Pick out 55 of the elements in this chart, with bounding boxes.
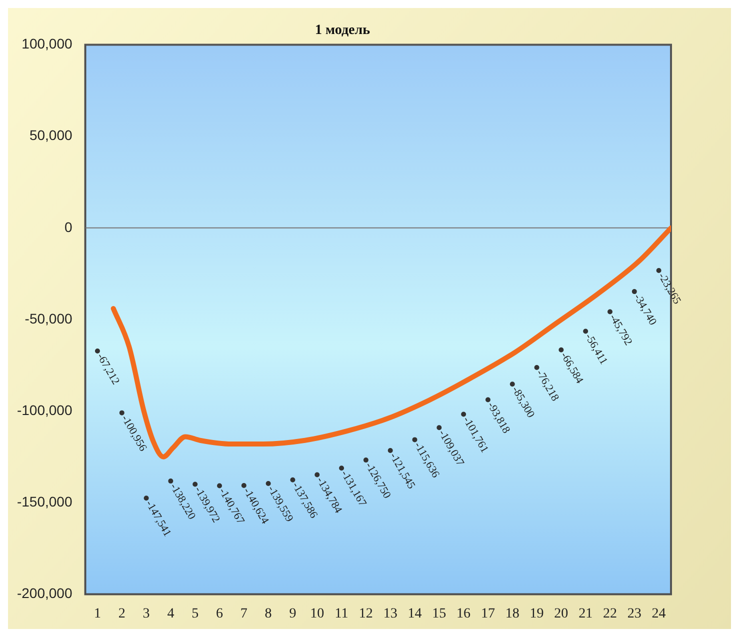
y-tick-label: 0 (64, 218, 72, 235)
x-tick-label: 8 (264, 606, 272, 622)
point (94, 348, 100, 354)
x-tick-label: 24 (652, 606, 666, 622)
x-tick-label: 7 (240, 606, 248, 622)
x-tick-label: 10 (310, 606, 324, 622)
x-tick-label: 17 (480, 606, 495, 622)
point (388, 448, 393, 454)
x-tick-label: 1 (94, 606, 101, 622)
y-tick-label: -100,000 (16, 402, 72, 418)
point (485, 397, 490, 402)
point (583, 328, 588, 334)
x-tick-label: 21 (578, 606, 593, 622)
point (266, 481, 271, 486)
x-tick-label: 16 (456, 606, 471, 622)
point (217, 483, 222, 488)
x-tick-label: 14 (408, 606, 422, 622)
x-tick-label: 18 (505, 606, 520, 622)
chart-title: 1 модель (314, 23, 371, 38)
point (412, 437, 418, 442)
y-tick-label: -150,000 (16, 493, 72, 510)
point (510, 382, 515, 387)
point (144, 496, 149, 501)
point (558, 347, 564, 352)
x-tick-label: 5 (192, 606, 199, 622)
x-tick-label: 19 (530, 606, 544, 622)
point (363, 458, 368, 463)
y-tick-label: -200,000 (16, 585, 72, 602)
point (119, 410, 124, 416)
x-tick-label: 4 (167, 606, 174, 622)
point (241, 482, 246, 488)
x-tick-label: 20 (554, 606, 568, 622)
x-tick-label: 22 (602, 606, 617, 622)
x-tick-label: 13 (383, 606, 398, 622)
point (290, 477, 296, 482)
x-tick-label: 3 (142, 606, 150, 622)
x-tick-label: 9 (289, 606, 296, 622)
x-tick-label: 12 (358, 606, 373, 622)
x-tick-label: 11 (334, 606, 348, 622)
x-tick-label: 15 (432, 606, 446, 622)
point (314, 472, 320, 478)
x-tick-label: 2 (118, 606, 126, 622)
x-tick-label: 23 (627, 606, 642, 622)
point (168, 478, 174, 484)
point (436, 425, 442, 430)
y-tick-label: -50,000 (24, 310, 72, 326)
point (339, 466, 344, 471)
y-tick-label: 100,000 (22, 36, 72, 52)
y-tick-label: 50,000 (29, 127, 72, 144)
point (656, 268, 662, 274)
point (632, 289, 637, 294)
point (534, 365, 540, 370)
point (461, 412, 466, 417)
x-tick-label: 6 (216, 606, 223, 622)
point (607, 309, 612, 314)
